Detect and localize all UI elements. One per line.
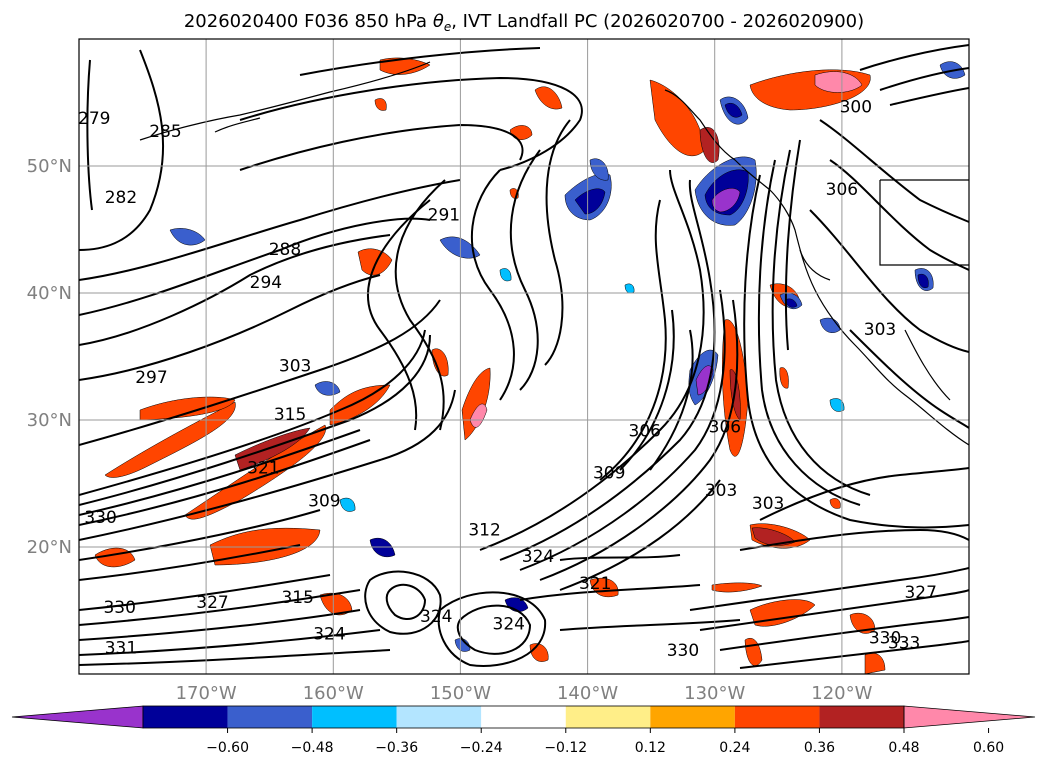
lat-tick-label: 50°N <box>27 156 72 177</box>
contour-label: 327 <box>196 593 228 613</box>
colorbar-tick-label: 0.12 <box>635 740 666 756</box>
colorbar-segment <box>396 706 482 728</box>
chart-title: 2026020400 F036 850 hPa θe, IVT Landfall… <box>184 11 864 34</box>
contour-label: 285 <box>149 122 181 142</box>
contour-label: 306 <box>709 418 741 438</box>
contour-label: 300 <box>840 98 872 118</box>
lon-tick-label: 120°W <box>811 683 872 704</box>
contour-label: 306 <box>826 180 858 200</box>
theta-e-contours <box>79 44 969 669</box>
colorbar-segment <box>565 706 651 728</box>
contour-label: 330 <box>84 508 116 528</box>
contour-label: 333 <box>888 634 920 654</box>
colorbar-tick-label: 0.24 <box>719 740 750 756</box>
contour-label: 324 <box>522 547 554 567</box>
contour-labels: 279 285 282 291 288 294 297 303 315 321 330 309 312 3… <box>78 98 937 662</box>
contour-label: 303 <box>279 357 311 377</box>
colorbar-frame <box>142 705 905 729</box>
lon-tick-label: 160°W <box>303 683 364 704</box>
contour-label: 294 <box>250 273 282 293</box>
colorbar-segment <box>312 706 397 728</box>
contour-label: 315 <box>274 405 306 425</box>
contour-label: 324 <box>313 625 345 645</box>
lon-tick-label: 170°W <box>176 683 237 704</box>
contour-label: 303 <box>705 481 737 501</box>
contour-label: 321 <box>579 574 611 594</box>
colorbar-tick-label: −0.60 <box>206 740 249 756</box>
colorbar-extend-low <box>11 705 144 729</box>
contour-label: 327 <box>904 583 936 603</box>
contour-label: 288 <box>269 240 301 260</box>
colorbar-extend-high <box>903 705 1036 729</box>
map-area: 279 285 282 291 288 294 297 303 315 321 330 309 312 3… <box>78 39 969 674</box>
lat-tick-label: 20°N <box>27 537 72 558</box>
colorbar-segment <box>734 706 820 728</box>
contour-label: 312 <box>468 521 500 541</box>
colorbar-segment <box>143 706 228 728</box>
colorbar-segment <box>819 706 904 728</box>
contour-label: 315 <box>281 588 313 608</box>
latitude-labels: 20°N 30°N 40°N 50°N <box>27 156 72 558</box>
contour-label: 303 <box>752 494 784 514</box>
contour-label: 330 <box>869 629 901 649</box>
contour-label: 324 <box>420 607 452 627</box>
map-frame <box>78 38 970 675</box>
colorbar-tick-label: 0.36 <box>804 740 835 756</box>
contour-label: 309 <box>593 463 625 483</box>
coastlines <box>139 61 969 446</box>
longitude-labels: 170°W 160°W 150°W 140°W 130°W 120°W <box>176 683 873 704</box>
contour-label: 306 <box>629 422 661 442</box>
lat-tick-label: 30°N <box>27 410 72 431</box>
gridlines <box>79 39 969 674</box>
contour-label: 331 <box>105 639 137 659</box>
lon-tick-label: 130°W <box>684 683 745 704</box>
colorbar-tick-label: −0.24 <box>460 740 503 756</box>
colorbar-segment <box>481 706 566 728</box>
contour-label: 321 <box>247 458 279 478</box>
contour-label: 279 <box>78 109 110 129</box>
colorbar-segment <box>227 706 313 728</box>
contour-label: 297 <box>135 368 167 388</box>
contour-label: 282 <box>105 188 137 208</box>
contour-label: 324 <box>493 615 525 635</box>
colorbar-tick-label: 0.60 <box>973 740 1004 756</box>
lon-tick-label: 140°W <box>557 683 618 704</box>
colorbar: −0.60 −0.48 −0.36 −0.24 −0.12 0.12 0.24 0.36 0.4… <box>11 705 1036 756</box>
colorbar-segment <box>650 706 735 728</box>
contour-label: 330 <box>667 641 699 661</box>
colorbar-tick-label: −0.36 <box>375 740 418 756</box>
contour-label: 330 <box>103 598 135 618</box>
colorbar-tick-label: −0.48 <box>291 740 334 756</box>
contour-label: 303 <box>864 320 896 340</box>
lon-tick-label: 150°W <box>430 683 491 704</box>
lat-tick-label: 40°N <box>27 283 72 304</box>
contour-label: 309 <box>308 491 340 511</box>
colorbar-tick-label: −0.12 <box>544 740 587 756</box>
colorbar-tick-label: 0.48 <box>888 740 919 756</box>
contour-label: 291 <box>428 206 460 226</box>
